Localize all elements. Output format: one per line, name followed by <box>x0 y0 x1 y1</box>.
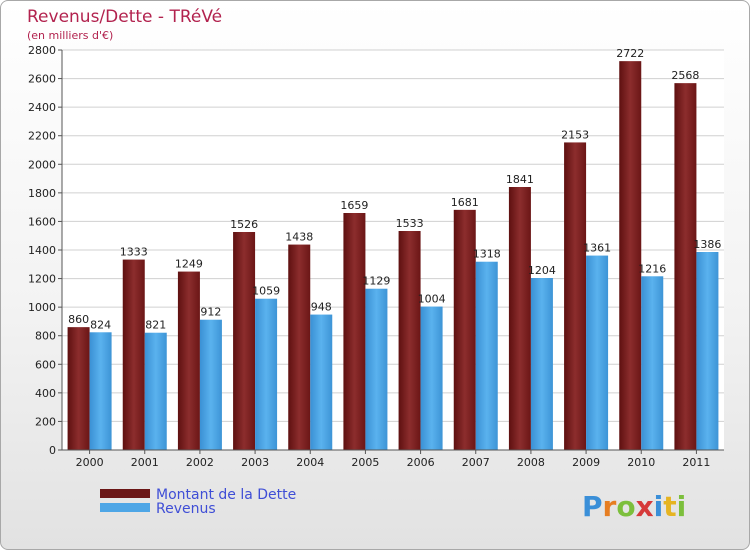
value-label-debt: 1841 <box>506 173 534 186</box>
value-label-revenus: 1216 <box>638 262 666 275</box>
value-label-debt: 1526 <box>230 218 258 231</box>
x-tick-label: 2002 <box>186 456 214 469</box>
x-axis-ticks: 2000 2001 2002 2003 2004 2005 2006 2007 2008 2009… <box>76 450 710 469</box>
value-label-revenus: 1318 <box>473 248 501 261</box>
y-tick-label: 2200 <box>28 130 56 143</box>
value-label-revenus: 821 <box>145 319 166 332</box>
y-tick-label: 200 <box>35 415 56 428</box>
x-tick-label: 2006 <box>407 456 435 469</box>
proxiti-logo: Proxiti <box>582 490 686 523</box>
y-tick-label: 600 <box>35 358 56 371</box>
legend-swatch-debt <box>100 489 150 498</box>
value-label-debt: 1333 <box>120 246 148 259</box>
y-tick-label: 2400 <box>28 101 56 114</box>
x-tick-label: 2004 <box>296 456 324 469</box>
bar-revenus <box>641 276 664 450</box>
x-tick-label: 2007 <box>462 456 490 469</box>
bar-revenus <box>310 314 333 450</box>
y-tick-label: 2600 <box>28 73 56 86</box>
bar-debt <box>343 213 366 450</box>
y-tick-label: 800 <box>35 330 56 343</box>
value-label-debt: 2153 <box>561 128 589 141</box>
legend: Montant de la Dette Revenus <box>100 487 296 517</box>
value-label-revenus: 1129 <box>362 275 390 288</box>
y-tick-label: 1400 <box>28 244 56 257</box>
value-label-debt: 1533 <box>396 217 424 230</box>
chart-subtitle: (en milliers d'€) <box>27 29 113 42</box>
value-label-revenus: 1386 <box>693 238 721 251</box>
x-tick-label: 2005 <box>351 456 379 469</box>
x-tick-label: 2011 <box>682 456 710 469</box>
chart-title: Revenus/Dette - TRéVé <box>27 7 222 27</box>
value-label-debt: 1438 <box>285 231 313 244</box>
value-labels: 860 824 1333 821 1249 912 1526 1059 1438 948 1659 1… <box>68 47 721 332</box>
x-tick-label: 2009 <box>572 456 600 469</box>
x-tick-label: 2003 <box>241 456 269 469</box>
y-tick-label: 2800 <box>28 44 56 57</box>
value-label-revenus: 1361 <box>583 242 611 255</box>
bar-debt <box>564 142 587 450</box>
proxiti-logo-text: Proxiti <box>582 490 686 523</box>
bar-debt <box>398 231 421 450</box>
bar-debt <box>122 259 145 450</box>
bar-revenus <box>696 252 719 450</box>
x-tick-label: 2001 <box>131 456 159 469</box>
bar-revenus <box>255 298 278 450</box>
y-tick-label: 1200 <box>28 273 56 286</box>
bar-revenus <box>530 278 553 450</box>
bar-revenus <box>586 255 609 450</box>
bar-revenus <box>475 261 498 450</box>
legend-swatch-revenus <box>100 503 150 512</box>
value-label-revenus: 1204 <box>528 264 556 277</box>
bar-revenus <box>89 332 112 450</box>
bar-debt <box>508 187 531 450</box>
bar-debt <box>288 244 311 450</box>
x-tick-label: 2010 <box>627 456 655 469</box>
y-tick-label: 400 <box>35 387 56 400</box>
y-axis-ticks: 0 200 400 600 800 1000 1200 1400 1600 1800 2000 220… <box>28 44 62 457</box>
bars <box>67 61 719 451</box>
x-tick-label: 2000 <box>76 456 104 469</box>
y-tick-label: 1600 <box>28 215 56 228</box>
bar-debt <box>233 232 256 450</box>
value-label-debt: 1659 <box>340 199 368 212</box>
value-label-revenus: 1059 <box>252 285 280 298</box>
bar-revenus <box>199 319 222 450</box>
value-label-debt: 1681 <box>451 196 479 209</box>
value-label-debt: 860 <box>68 313 89 326</box>
value-label-revenus: 948 <box>311 301 332 314</box>
bar-debt <box>67 327 90 450</box>
y-tick-label: 2000 <box>28 158 56 171</box>
y-tick-label: 1800 <box>28 187 56 200</box>
x-tick-label: 2008 <box>517 456 545 469</box>
legend-label-revenus: Revenus <box>156 501 216 517</box>
value-label-debt: 1249 <box>175 258 203 271</box>
value-label-revenus: 912 <box>200 306 221 319</box>
value-label-debt: 2722 <box>616 47 644 60</box>
bar-debt <box>674 83 697 451</box>
bar-revenus <box>144 332 167 450</box>
y-tick-label: 1000 <box>28 301 56 314</box>
value-label-revenus: 1004 <box>418 293 446 306</box>
value-label-revenus: 824 <box>90 318 111 331</box>
gridlines <box>62 49 724 451</box>
legend-label-debt: Montant de la Dette <box>156 487 296 503</box>
value-label-debt: 2568 <box>671 69 699 82</box>
bar-revenus <box>420 306 443 450</box>
bar-debt <box>453 209 476 450</box>
bar-debt <box>177 271 200 450</box>
bar-debt <box>619 61 642 451</box>
y-tick-label: 0 <box>49 444 56 457</box>
bar-revenus <box>365 288 388 450</box>
